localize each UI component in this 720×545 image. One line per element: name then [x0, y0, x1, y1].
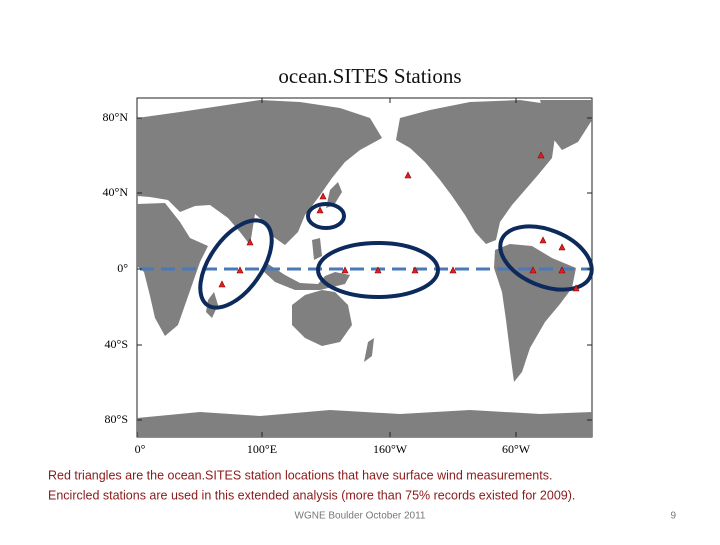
lat-label: 80°N [103, 110, 129, 124]
circle-japan [306, 202, 346, 230]
lat-label: 40°N [103, 185, 129, 199]
frame-ticks [136, 98, 592, 437]
new-zealand [364, 338, 374, 362]
circle-indian [198, 218, 274, 310]
lat-label: 0° [117, 261, 128, 275]
stations [218, 151, 580, 292]
caption-line: Red triangles are the ocean.SITES statio… [48, 468, 552, 482]
lat-label: 80°S [105, 412, 128, 426]
lon-label: 160°W [373, 442, 408, 456]
station-marker [218, 151, 580, 292]
map: 80°N 40°N 0° 40°S 80°S 0° 100°E 160°W 60… [103, 97, 594, 456]
madagascar [206, 292, 218, 318]
eurasia [137, 100, 382, 245]
map-title: ocean.SITES Stations [278, 64, 461, 88]
lon-label: 0° [135, 442, 146, 456]
antarctica [137, 410, 592, 437]
lon-label: 60°W [502, 442, 531, 456]
footer-text: WGNE Boulder October 2011 [295, 511, 426, 522]
lat-label: 40°S [105, 337, 128, 351]
circle-atlantic [498, 224, 594, 292]
australia [292, 290, 352, 346]
philippines [312, 238, 322, 260]
page-number: 9 [670, 511, 676, 522]
caption-line: Encircled stations are used in this exte… [48, 488, 575, 502]
tick-mark [136, 98, 592, 437]
circle-pacific [316, 241, 440, 299]
north-america [396, 100, 556, 244]
japan [326, 182, 342, 208]
greenland [540, 100, 592, 150]
south-america [494, 244, 576, 382]
lon-label: 100°E [247, 442, 277, 456]
